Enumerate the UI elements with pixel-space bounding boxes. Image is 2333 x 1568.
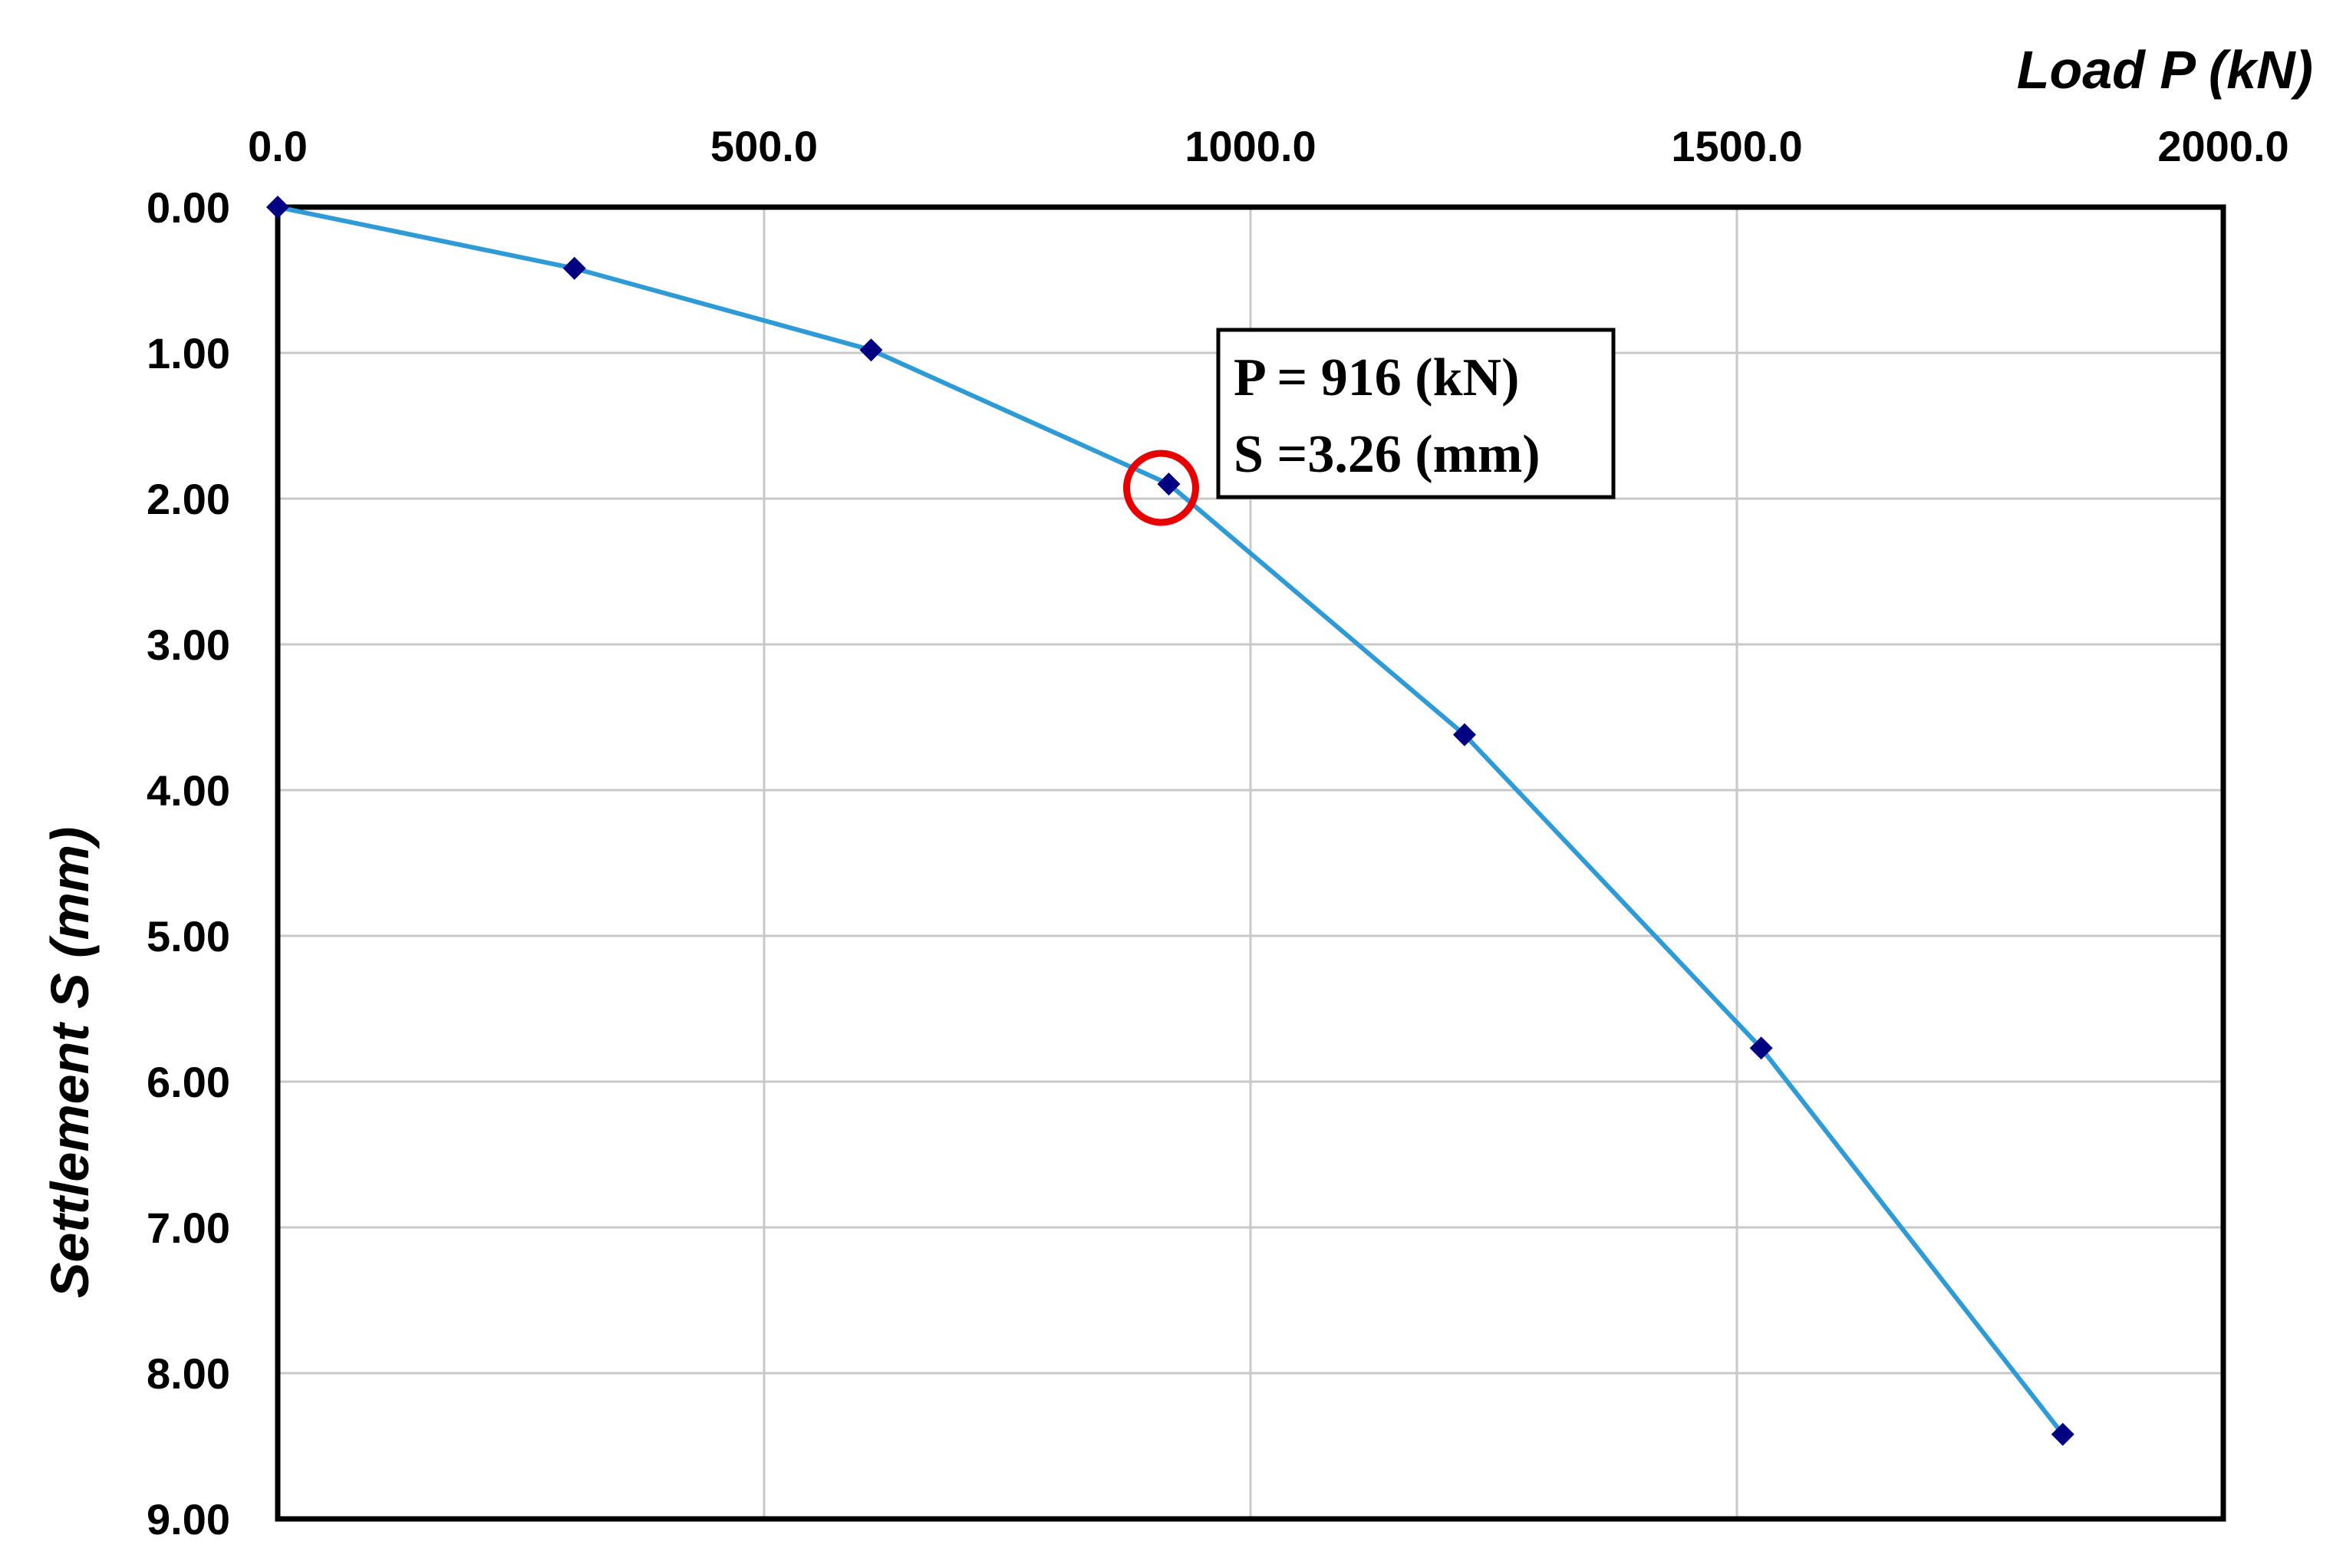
- x-tick-label-1: 500.0: [710, 122, 818, 170]
- tick-labels: 0.0 500.0 1000.0 1500.0 2000.0 0.00 1.00 2.00 3.…: [40, 40, 2313, 1543]
- y-tick-label-7: 7.00: [147, 1204, 230, 1252]
- y-tick-label-0: 0.00: [147, 183, 230, 232]
- y-tick-label-8: 8.00: [147, 1349, 230, 1398]
- y-tick-label-2: 2.00: [147, 475, 230, 523]
- y-tick-label-5: 5.00: [147, 912, 230, 960]
- x-tick-label-2: 1000.0: [1185, 122, 1316, 170]
- plot-frame: [275, 204, 2226, 1522]
- y-tick-label-4: 4.00: [147, 766, 230, 815]
- data-point-4: [1452, 723, 1476, 746]
- data-point-5: [1749, 1036, 1773, 1060]
- y-axis-title: Settlement S (mm): [40, 827, 100, 1299]
- annotation-box: [1216, 328, 1616, 499]
- data-point-1: [562, 256, 586, 280]
- series-line-0: [277, 205, 2065, 1436]
- x-tick-label-0: 0.0: [248, 122, 308, 170]
- annotation-line-0: P = 916 (kN): [1234, 348, 1519, 407]
- annotation-line-1: S =3.26 (mm): [1234, 425, 1541, 484]
- data-point-3: [1157, 473, 1181, 496]
- y-tick-label-9: 9.00: [147, 1495, 230, 1543]
- x-tick-label-3: 1500.0: [1671, 122, 1802, 170]
- axes: [275, 204, 2226, 1522]
- data-point-2: [859, 338, 883, 362]
- data-point-0: [266, 196, 289, 219]
- data-point-6: [2051, 1422, 2074, 1446]
- highlight-circle: [1122, 450, 1199, 526]
- annotation: P = 916 (kN) S =3.26 (mm): [1122, 328, 1616, 526]
- y-tick-label-6: 6.00: [147, 1058, 230, 1106]
- x-axis-title: Load P (kN): [2017, 40, 2313, 100]
- x-tick-label-4: 2000.0: [2157, 122, 2289, 170]
- y-tick-label-1: 1.00: [147, 329, 230, 377]
- y-tick-label-3: 3.00: [147, 621, 230, 669]
- data-series: [266, 196, 2074, 1446]
